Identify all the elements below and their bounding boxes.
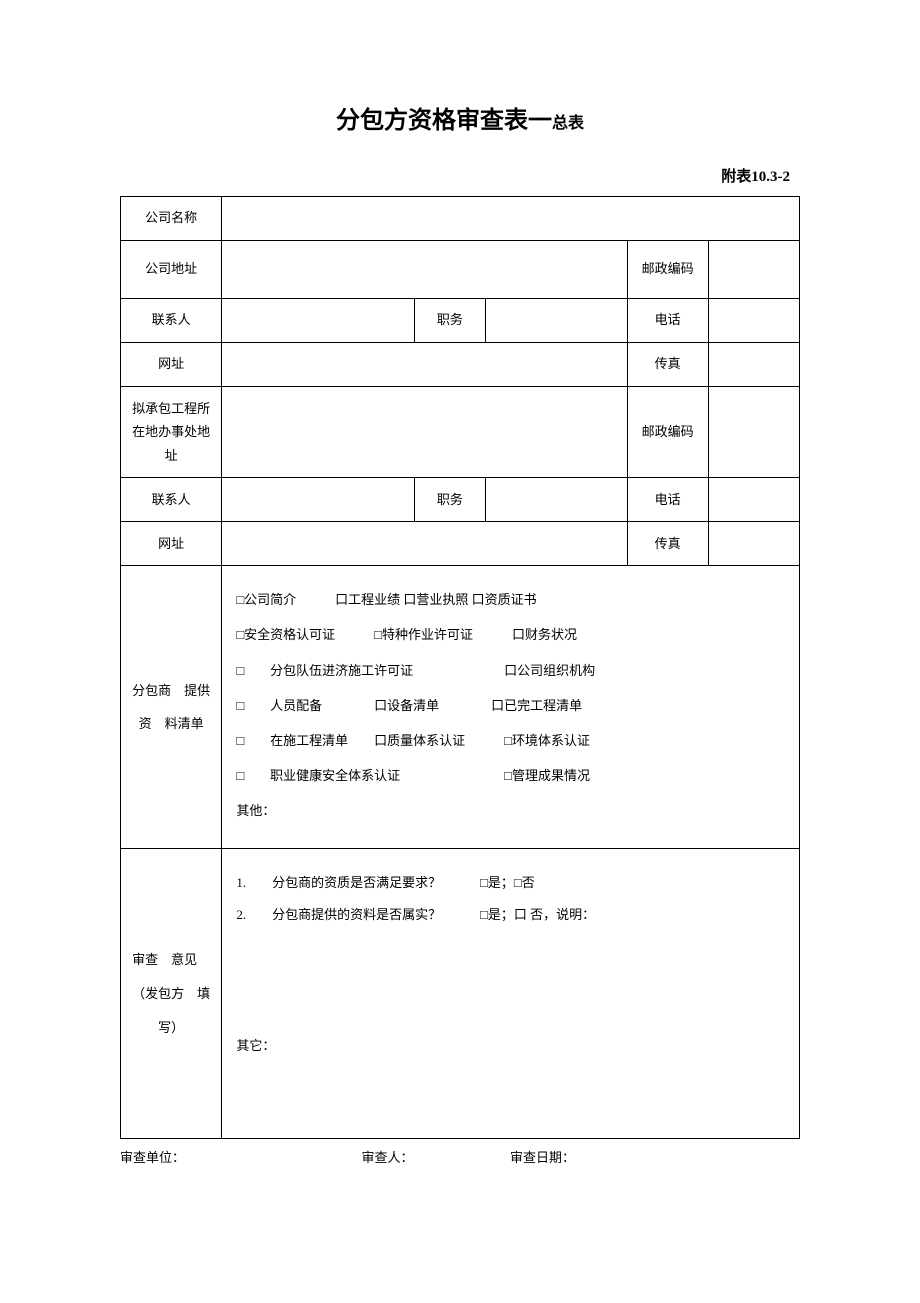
label-position-1: 职务: [414, 299, 485, 343]
materials-line-5: □ 在施工程清单 口质量体系认证 □环境体系认证: [236, 725, 785, 756]
materials-line-4: □ 人员配备 口设备清单 口已完工程清单: [236, 690, 785, 721]
label-website-2: 网址: [121, 522, 222, 566]
row-company-name: 公司名称: [121, 197, 800, 241]
value-company-address: [222, 241, 627, 299]
qualification-form-table: 公司名称 公司地址 邮政编码 联系人 职务 电话 网址 传真 拟承包工程所在地办…: [120, 196, 800, 1139]
value-office-address: [222, 387, 627, 478]
label-contact-2: 联系人: [121, 478, 222, 522]
materials-line-2: □安全资格认可证 □特种作业许可证 口财务状况: [236, 619, 785, 650]
row-materials: 分包商 提供资 料清单 □公司简介 口工程业绩 口营业执照 口资质证书 □安全资…: [121, 566, 800, 849]
footer-person: 审查人：: [362, 1147, 414, 1166]
review-q1: 1. 分包商的资质是否满足要求？ □是；□否: [236, 867, 785, 898]
label-company-name: 公司名称: [121, 197, 222, 241]
footer-unit: 审查单位：: [120, 1147, 185, 1166]
label-fax-1: 传真: [627, 343, 708, 387]
value-contact-2: [222, 478, 415, 522]
review-q2: 2. 分包商提供的资料是否属实？ □是；口 否，说明：: [236, 899, 785, 930]
materials-line-6: □ 职业健康安全体系认证 □管理成果情况: [236, 760, 785, 791]
value-company-name: [222, 197, 800, 241]
row-website-1: 网址 传真: [121, 343, 800, 387]
label-website-1: 网址: [121, 343, 222, 387]
footer-date: 审查日期：: [510, 1147, 575, 1166]
label-materials: 分包商 提供资 料清单: [121, 566, 222, 849]
review-content: 1. 分包商的资质是否满足要求？ □是；□否 2. 分包商提供的资料是否属实？ …: [222, 849, 800, 1139]
label-phone-1: 电话: [627, 299, 708, 343]
value-contact-1: [222, 299, 415, 343]
value-fax-1: [708, 343, 799, 387]
materials-content: □公司简介 口工程业绩 口营业执照 口资质证书 □安全资格认可证 □特种作业许可…: [222, 566, 800, 849]
value-postal-code-1: [708, 241, 799, 299]
value-position-1: [485, 299, 627, 343]
label-postal-code-2: 邮政编码: [627, 387, 708, 478]
label-phone-2: 电话: [627, 478, 708, 522]
row-contact-2: 联系人 职务 电话: [121, 478, 800, 522]
document-title: 分包方资格审查表一总表: [120, 100, 800, 135]
appendix-label: 附表10.3-2: [120, 165, 800, 186]
row-website-2: 网址 传真: [121, 522, 800, 566]
value-website-2: [222, 522, 627, 566]
materials-line-1: □公司简介 口工程业绩 口营业执照 口资质证书: [236, 584, 785, 615]
label-position-2: 职务: [414, 478, 485, 522]
label-contact-1: 联系人: [121, 299, 222, 343]
label-postal-code-1: 邮政编码: [627, 241, 708, 299]
footer: 审查单位： 审查人： 审查日期：: [120, 1147, 800, 1166]
title-sub: 总表: [552, 115, 584, 132]
row-contact-1: 联系人 职务 电话: [121, 299, 800, 343]
label-company-address: 公司地址: [121, 241, 222, 299]
value-fax-2: [708, 522, 799, 566]
title-main: 分包方资格审查表一: [336, 108, 552, 134]
row-office-address: 拟承包工程所在地办事处地址 邮政编码: [121, 387, 800, 478]
row-company-address: 公司地址 邮政编码: [121, 241, 800, 299]
row-review: 审查 意见 （发包方 填写） 1. 分包商的资质是否满足要求？ □是；□否 2.…: [121, 849, 800, 1139]
value-position-2: [485, 478, 627, 522]
review-other: 其它：: [236, 1030, 785, 1061]
label-review: 审查 意见 （发包方 填写）: [121, 849, 222, 1139]
materials-line-3: □ 分包队伍进济施工许可证 口公司组织机构: [236, 655, 785, 686]
value-postal-code-2: [708, 387, 799, 478]
label-office-address: 拟承包工程所在地办事处地址: [121, 387, 222, 478]
label-fax-2: 传真: [627, 522, 708, 566]
value-phone-2: [708, 478, 799, 522]
materials-line-7: 其他：: [236, 795, 785, 826]
value-website-1: [222, 343, 627, 387]
value-phone-1: [708, 299, 799, 343]
